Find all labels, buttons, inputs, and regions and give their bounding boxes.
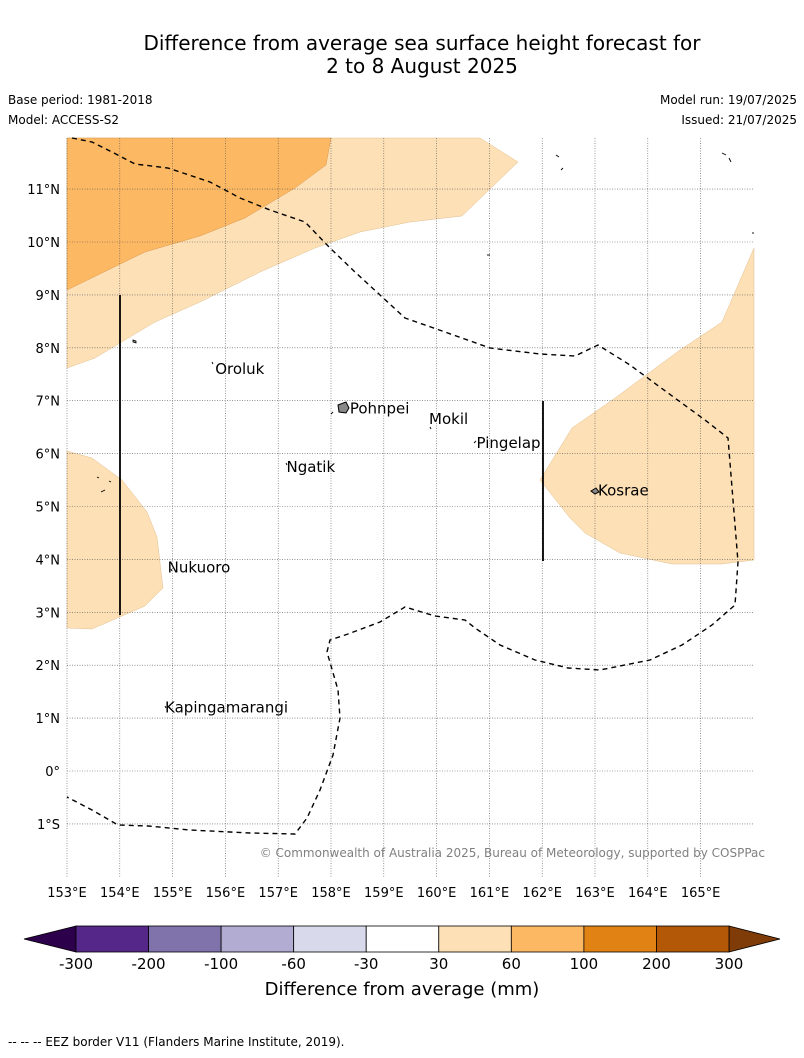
place-label: Pohnpei [350, 400, 410, 418]
map-plot-area: Oroluk Pohnpei Mokil Pingelap Ngatik Kosrae Nu… [27, 137, 765, 901]
lat-tick-label: 5°N [36, 501, 61, 516]
lon-tick-label: 165°E [681, 886, 721, 901]
lat-tick-label: 2°N [36, 659, 61, 674]
map-title: Difference from average sea surface heig… [0, 32, 804, 78]
place-label: Kapingamarangi [165, 699, 288, 717]
colorbar-tick-label: -60 [281, 955, 306, 973]
lat-tick-label: 10°N [27, 236, 60, 251]
colorbar-tick-label: 30 [429, 955, 448, 973]
lat-tick-label: 9°N [36, 289, 61, 304]
model-run: Model run: 19/07/2025 [659, 93, 797, 107]
anomaly-region-30-60-east [539, 247, 755, 565]
graticule [66, 138, 754, 878]
lat-tick-label: 11°N [27, 183, 60, 198]
lon-tick-label: 154°E [100, 886, 140, 901]
base-period: Base period: 1981-2018 [8, 93, 153, 107]
kosrae-island [590, 487, 600, 495]
place-label: Nukuoro [168, 558, 231, 576]
title-line-2: 2 to 8 August 2025 [326, 54, 518, 78]
colorbar-tick-label: -300 [59, 955, 93, 973]
lat-tick-label: 7°N [36, 395, 61, 410]
colorbar-tick-label: 60 [502, 955, 521, 973]
lat-tick-label: 0° [45, 765, 60, 780]
place-label: Kosrae [598, 482, 649, 500]
lat-tick-label: 1°N [36, 712, 61, 727]
colorbar-under-arrow [23, 925, 77, 953]
lon-tick-label: 157°E [258, 886, 298, 901]
lon-tick-label: 155°E [153, 886, 193, 901]
islet [132, 339, 137, 344]
colorbar-swatch [293, 925, 367, 953]
colorbar-swatch [75, 925, 149, 953]
colorbar-swatch [583, 925, 657, 953]
eez-border [66, 137, 739, 835]
lon-tick-label: 158°E [311, 886, 351, 901]
anomaly-region-30-60-west [66, 450, 164, 630]
lat-tick-label: 3°N [36, 606, 61, 621]
sea-height-map: Oroluk Pohnpei Mokil Pingelap Ngatik Kosrae Nu… [23, 137, 781, 973]
lat-tick-label: 8°N [36, 342, 61, 357]
lon-tick-label: 161°E [470, 886, 510, 901]
colorbar-tick-label: -100 [204, 955, 238, 973]
issued-date: Issued: 21/07/2025 [681, 113, 797, 127]
lon-tick-label: 163°E [575, 886, 615, 901]
lon-tick-label: 156°E [206, 886, 246, 901]
colorbar-swatch [656, 925, 730, 953]
place-label: Ngatik [286, 458, 335, 476]
lon-tick-label: 160°E [417, 886, 457, 901]
lon-tick-label: 164°E [628, 886, 668, 901]
colorbar-tick-label: 300 [715, 955, 744, 973]
lat-tick-label: 4°N [36, 553, 61, 568]
latitude-labels: 1°S 0° 1°N 2°N 3°N 4°N 5°N 6°N 7°N 8°N 9°N 10°N 11°N [27, 183, 60, 833]
colorbar-swatch [438, 925, 512, 953]
colorbar-tick-label: 200 [642, 955, 671, 973]
colorbar: -300 -200 -100 -60 -30 30 60 100 200 300 [23, 925, 781, 973]
lat-tick-label: 6°N [36, 448, 61, 463]
pohnpei-island [337, 401, 350, 414]
title-line-1: Difference from average sea surface heig… [143, 31, 701, 55]
place-label: Mokil [429, 410, 468, 428]
place-label: Oroluk [215, 360, 264, 378]
model-name: Model: ACCESS-S2 [8, 113, 120, 127]
colorbar-swatch [365, 925, 440, 953]
colorbar-tick-label: 100 [570, 955, 599, 973]
colorbar-label: Difference from average (mm) [264, 979, 540, 1000]
footnote: -- -- -- EEZ border V11 (Flanders Marine… [8, 1035, 345, 1049]
lon-tick-label: 162°E [522, 886, 562, 901]
place-label: Pingelap [477, 434, 541, 452]
longitude-labels: 153°E 154°E 155°E 156°E 157°E 158°E 159°E 160°E… [47, 886, 720, 901]
anomaly-region-60-100-north [66, 137, 332, 291]
lon-tick-label: 153°E [47, 886, 87, 901]
colorbar-over-arrow [728, 925, 781, 953]
colorbar-tick-label: -30 [354, 955, 379, 973]
colorbar-swatch [510, 925, 585, 953]
lat-tick-label: 1°S [37, 818, 60, 833]
place-labels: Oroluk Pohnpei Mokil Pingelap Ngatik Kosrae Nu… [165, 360, 649, 717]
colorbar-swatch [148, 925, 222, 953]
copyright-text: © Commonwealth of Australia 2025, Bureau… [260, 846, 765, 860]
small-islets [96, 152, 754, 709]
colorbar-swatch [220, 925, 295, 953]
lon-tick-label: 159°E [364, 886, 404, 901]
colorbar-tick-label: -200 [132, 955, 166, 973]
